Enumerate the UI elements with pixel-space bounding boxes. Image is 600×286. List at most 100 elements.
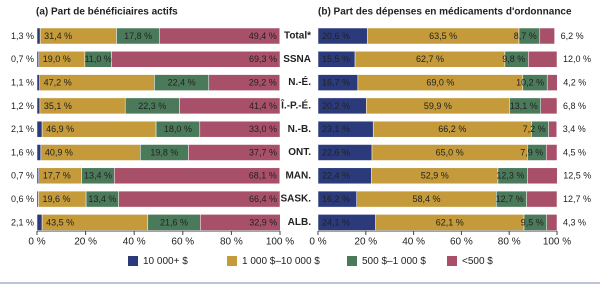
value-label: 65,0 %	[436, 147, 464, 157]
value-label: 12,3 %	[496, 171, 524, 181]
x-tick-label: 20 %	[354, 237, 377, 248]
value-label: 11,0 %	[85, 54, 112, 64]
value-label: 52,9 %	[421, 171, 449, 181]
value-label: 15,5 %	[322, 54, 350, 64]
value-label: 0,6 %	[11, 194, 34, 204]
value-label: 2,1 %	[11, 124, 34, 134]
value-label: 16,7 %	[322, 77, 350, 87]
value-label: 17,8 %	[124, 31, 152, 41]
value-label: 29,2 %	[249, 77, 277, 87]
value-label: 43,5 %	[46, 217, 74, 227]
value-label: 9,8 %	[502, 54, 525, 64]
value-label: 4,5 %	[563, 147, 586, 157]
x-tick-label: 60 %	[450, 237, 473, 248]
bar-segment	[159, 27, 281, 45]
value-label: 6,8 %	[563, 101, 586, 111]
value-label: 19,8 %	[150, 147, 178, 157]
x-tick-label: 100 %	[266, 237, 294, 248]
value-label: 33,0 %	[249, 124, 277, 134]
bar-segment	[36, 27, 41, 45]
value-label: 6,2 %	[561, 31, 584, 41]
value-label: 47,2 %	[44, 77, 72, 87]
value-label: 22,3 %	[138, 101, 166, 111]
x-tick-label: 0 %	[309, 237, 326, 248]
value-label: 12,5 %	[563, 171, 591, 181]
value-label: 4,3 %	[563, 217, 586, 227]
value-label: 12,0 %	[563, 54, 591, 64]
bar-segment	[114, 167, 281, 185]
legend-label: 1 000 $–10 000 $	[242, 256, 320, 267]
value-label: 31,4 %	[44, 31, 72, 41]
value-label: 22,4 %	[168, 77, 196, 87]
value-label: 1,6 %	[11, 147, 34, 157]
category-label: SSNA	[283, 54, 311, 65]
bar-segment	[188, 144, 281, 161]
x-tick-label: 20 %	[74, 237, 97, 248]
value-label: 62,1 %	[436, 217, 464, 227]
bar-segment	[179, 97, 281, 115]
value-label: 68,1 %	[249, 171, 277, 181]
x-tick-label: 60 %	[171, 237, 194, 248]
category-label: ALB.	[288, 217, 312, 228]
legend-label: 10 000+ $	[143, 256, 188, 267]
value-label: 21,6 %	[160, 217, 188, 227]
value-label: 16,2 %	[322, 194, 350, 204]
chart-title: (a) Part de bénéficiaires actifs	[36, 7, 178, 18]
value-label: 69,3 %	[249, 54, 277, 64]
legend-swatch	[347, 256, 357, 266]
chart-title: (b) Part des dépenses en médicaments d'o…	[318, 7, 572, 18]
value-label: 7,9 %	[520, 147, 543, 157]
bar-segment	[36, 144, 42, 161]
bar-segment	[548, 120, 558, 138]
legend-label: <500 $	[462, 256, 493, 267]
bar-segment	[528, 51, 558, 68]
value-label: 19,0 %	[43, 54, 71, 64]
bar-segment	[36, 214, 43, 231]
x-tick-label: 80 %	[220, 237, 243, 248]
bar-segment	[118, 190, 281, 208]
value-label: 1,2 %	[11, 101, 34, 111]
value-label: 41,4 %	[249, 101, 277, 111]
legend-swatch	[227, 256, 237, 266]
category-label: ONT.	[288, 147, 311, 158]
x-tick-label: 100 %	[543, 237, 571, 248]
bar-segment	[540, 97, 558, 115]
legend-swatch	[128, 256, 138, 266]
value-label: 3,4 %	[563, 124, 586, 134]
value-label: 20,2 %	[322, 101, 350, 111]
value-label: 19,6 %	[42, 194, 70, 204]
category-label: MAN.	[285, 170, 311, 181]
value-label: 49,4 %	[249, 31, 277, 41]
value-label: 37,7 %	[249, 147, 277, 157]
value-label: 7,2 %	[523, 124, 546, 134]
category-label: Total*	[284, 31, 311, 42]
value-label: 18,0 %	[164, 124, 192, 134]
bar-segment	[546, 214, 558, 231]
value-label: 35,1 %	[44, 101, 72, 111]
bar-segment	[36, 97, 41, 115]
value-label: 46,9 %	[46, 124, 74, 134]
legend-swatch	[447, 256, 457, 266]
value-label: 66,4 %	[249, 194, 277, 204]
value-label: 24,1 %	[322, 217, 350, 227]
value-label: 66,2 %	[438, 124, 466, 134]
value-label: 12,7 %	[496, 194, 524, 204]
value-label: 2,1 %	[11, 217, 34, 227]
category-label: Î.-P.-É.	[280, 99, 311, 112]
bar-segment	[545, 144, 558, 161]
value-label: 63,5 %	[429, 31, 457, 41]
value-label: 13,4 %	[84, 171, 112, 181]
bar-segment	[36, 74, 40, 91]
x-tick-label: 0 %	[28, 237, 45, 248]
value-label: 9,5 %	[521, 217, 544, 227]
value-label: 22,4 %	[322, 171, 350, 181]
legend-label: 500 $–1 000 $	[362, 256, 426, 267]
bar-segment	[36, 120, 43, 138]
value-label: 0,7 %	[11, 171, 34, 181]
bar-segment	[208, 74, 281, 91]
bar-segment	[36, 167, 39, 185]
bar-segment	[111, 51, 281, 68]
value-label: 1,1 %	[11, 77, 34, 87]
value-label: 58,4 %	[412, 194, 440, 204]
